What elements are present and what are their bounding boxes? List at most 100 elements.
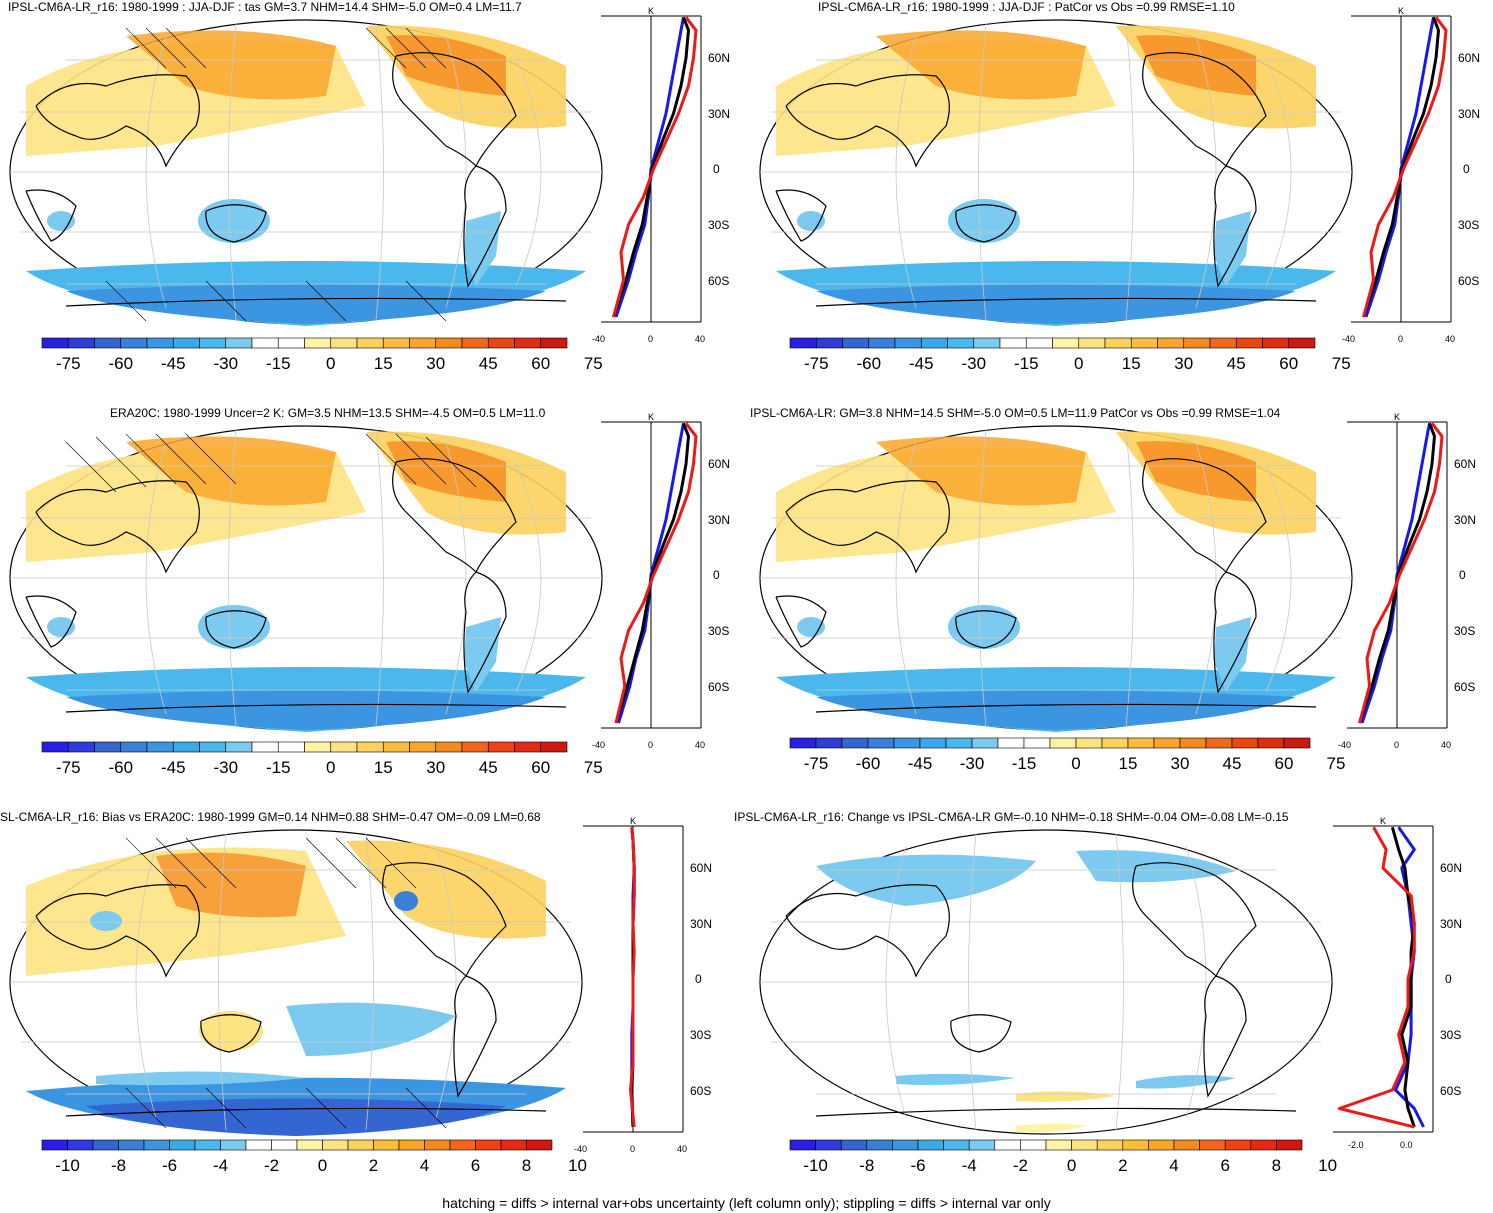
lat-label: 60S [708,680,729,694]
colorbar-tick: 0 [1071,754,1080,773]
profile-line-black [1390,826,1416,1128]
colorbar-swatch [1209,337,1237,349]
colorbar-swatch [277,741,305,753]
colorbar-tick: 60 [531,354,550,373]
colorbar-tick: -30 [213,758,238,777]
profile-line-red [614,422,698,724]
colorbar-tick: 75 [584,354,603,373]
colorbar-swatch [789,737,817,749]
profile: K 60N 30N 0 30S 60S [1333,816,1462,1133]
profile-series [1358,422,1444,724]
footnote: hatching = diffs > internal var+obs unce… [442,1195,1051,1211]
colorbar-tick: -75 [804,754,829,773]
lat-label: 30S [708,624,729,638]
lat-label: 30S [1440,1028,1461,1042]
lat-label: 30N [690,917,712,931]
colorbar-swatch [277,337,305,349]
profile: K 60N 30N 0 30S 60S [583,816,712,1133]
colorbar-swatch [146,337,174,349]
colorbar-swatch [1153,737,1181,749]
profile-xtick: -40 [592,334,605,344]
lat-label: 60N [1440,861,1462,875]
profile: K 60N 30N 0 30S 60S [1351,6,1480,323]
colorbar-swatch [1173,1139,1200,1151]
map-fill [26,25,586,326]
colorbar-tick: -60 [108,354,133,373]
profile-xtick: 0 [630,1144,635,1154]
colorbar-swatch [840,1139,868,1151]
colorbar-swatch [815,1139,842,1151]
colorbar-swatch [449,1139,476,1151]
colorbar-tick: -75 [804,354,829,373]
colorbar-swatch [296,1139,323,1151]
colorbar-swatch [514,741,542,753]
coastlines [775,458,1317,713]
colorbar-swatch [815,337,843,349]
profile-line-red [1337,826,1416,1129]
hatching [105,27,447,322]
lat-label: 30S [1458,218,1479,232]
colorbar-swatch [487,741,515,753]
colorbar-tick: 15 [374,354,393,373]
colorbar-tick: 8 [1272,1156,1281,1175]
profile-xticks: -40 0 40 [1338,740,1451,750]
colorbar-swatch [920,337,948,349]
colorbar-swatch [172,741,200,753]
colorbar-swatch [398,1139,425,1151]
profile-xtick: -2.0 [1348,1140,1364,1150]
colorbar-swatch [1199,1139,1226,1151]
colorbar-tick: -15 [266,758,291,777]
map [759,425,1353,732]
colorbar-swatch [143,1139,170,1151]
colorbar-tick: -45 [909,354,934,373]
profile-unit: K [1394,412,1400,422]
colorbar-swatch [120,741,148,753]
colorbar-swatch [382,337,410,349]
colorbar-tick: 15 [1122,354,1141,373]
profile-line-red [612,16,698,318]
colorbar-swatch [789,337,817,349]
lat-labels: 60N 30N 0 30S 60S [708,457,730,694]
graticule [10,23,602,321]
panel-title: IPSL-CM6A-LR_r16: 1980-1999 : JJA-DJF : … [818,0,1235,14]
profile-unit: K [648,412,654,422]
profile-xtick: 40 [695,334,705,344]
colorbar-swatch [409,337,437,349]
colorbar-tick: 2 [369,1156,378,1175]
colorbar-tick: 60 [531,758,550,777]
colorbar-tick: 10 [1318,1156,1337,1175]
lat-label: 30S [690,1028,711,1042]
colorbar-tick: 75 [1327,754,1346,773]
colorbar: -75 -60 -45 -30 -15 0 15 30 45 60 75 [41,337,603,373]
profile-line-black [612,16,690,318]
profile-xtick: 0 [648,334,653,344]
map-fill [26,840,566,1136]
profile-xtick: -40 [1338,740,1351,750]
colorbar-tick: -60 [856,354,881,373]
lat-labels: 60N 30N 0 30S 60S [1440,861,1462,1098]
colorbar-swatch [868,337,896,349]
colorbar-tick: -30 [960,754,985,773]
colorbar-swatch [1205,737,1233,749]
colorbar-tick: -2 [264,1156,279,1175]
map-fill [776,431,1336,732]
colorbar-swatch [146,741,174,753]
lat-label: 30N [708,513,730,527]
colorbar-tick: 45 [1227,354,1246,373]
profile-xticks: -40 0 40 [1342,334,1455,344]
colorbar-swatch [947,337,975,349]
colorbar-tick: 60 [1279,354,1298,373]
profile-line-blue [1360,423,1431,724]
colorbar-swatch [789,1139,816,1151]
colorbar-swatch [487,337,515,349]
lat-label: 30N [1440,917,1462,931]
colorbar-swatch [1288,337,1316,349]
coastlines [25,458,567,713]
colorbar: -10 -8 -6 -4 -2 0 2 4 6 8 10 [789,1139,1337,1175]
colorbar-swatch [1127,737,1155,749]
colorbar-swatch [1049,737,1077,749]
lat-label: 60S [708,274,729,288]
colorbar-swatch [1257,737,1285,749]
colorbar: -75 -60 -45 -30 -15 0 15 30 45 60 75 [41,741,603,777]
graticule [760,23,1352,321]
